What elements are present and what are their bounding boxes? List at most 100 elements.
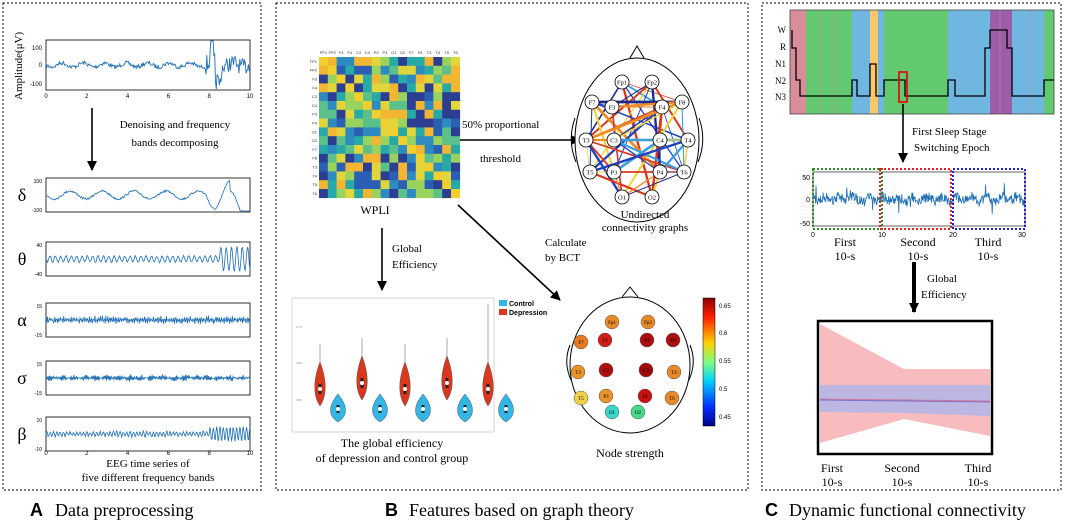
matrix-cell: [336, 127, 346, 137]
matrix-cell: [442, 180, 452, 190]
matrix-cell: [380, 92, 390, 102]
matrix-cell: [345, 127, 355, 137]
matrix-cell: [345, 101, 355, 111]
matrix-cell: [354, 83, 364, 93]
matrix-cell: [415, 153, 425, 163]
graph-node: [606, 164, 622, 180]
amplitude-axis-label: Amplitude(μV): [13, 31, 25, 100]
matrix-cell: [407, 136, 417, 146]
panel-c-letter: C: [765, 500, 778, 520]
matrix-cell: [327, 180, 337, 190]
matrix-cell: [327, 65, 337, 75]
matrix-cell: [433, 101, 443, 111]
matrix-cell: [398, 189, 408, 199]
strength-node-label: C4: [643, 369, 649, 374]
matrix-cell: [327, 118, 337, 128]
matrix-cell: [442, 189, 452, 199]
epoch-ytick-top: 50: [802, 175, 810, 182]
matrix-cell: [319, 65, 329, 75]
panel-a-frame: [2, 2, 262, 491]
matrix-cell: [424, 127, 434, 137]
matrix-cell: [327, 74, 337, 84]
strength-node: [664, 390, 680, 406]
strength-node-label: P3: [603, 395, 609, 400]
graph-edge: [621, 171, 661, 198]
violin-median: [378, 407, 382, 411]
graph-node-label: Fp1: [617, 80, 627, 87]
matrix-cell: [407, 57, 417, 67]
band-symbol: θ: [18, 249, 27, 269]
matrix-cell: [319, 74, 329, 84]
epoch-xtick-20: 20: [949, 232, 957, 239]
matrix-cell: [424, 109, 434, 119]
matrix-cell: [319, 83, 329, 93]
bottom-xtick-10: 10: [247, 451, 254, 457]
matrix-cell: [433, 153, 443, 163]
matrix-row-label: FP2: [310, 68, 318, 73]
panel-c: W R N1 N2 N3 First Sleep Stage Switching…: [775, 9, 1055, 489]
matrix-cell: [345, 57, 355, 67]
graph-edge: [613, 138, 685, 174]
strength-node-label: P4: [642, 395, 648, 400]
matrix-cell: [319, 180, 329, 190]
raw-ytick-bot: -100: [30, 82, 43, 88]
matrix-cell: [424, 101, 434, 111]
matrix-cell: [354, 92, 364, 102]
matrix-col-label: P3: [374, 50, 380, 55]
matrix-cell: [380, 189, 390, 199]
matrix-cell: [371, 180, 381, 190]
matrix-cell: [389, 83, 399, 93]
matrix-cell: [354, 57, 364, 67]
raw-xtick-10: 10: [247, 94, 254, 100]
matrix-cell: [433, 109, 443, 119]
matrix-cell: [327, 189, 337, 199]
matrix-cell: [442, 162, 452, 172]
strength-node: [639, 332, 655, 348]
stage-band: [790, 10, 806, 114]
matrix-cell: [354, 101, 364, 111]
matrix-cell: [336, 189, 346, 199]
graph-node-label: P3: [611, 170, 618, 177]
matrix-cell: [415, 118, 425, 128]
matrix-col-label: FP2: [329, 50, 337, 55]
raw-xtick-4: 4: [126, 94, 130, 100]
strength-node: [598, 362, 614, 378]
stage-band: [852, 10, 870, 114]
strength-node: [630, 404, 646, 420]
matrix-cell: [451, 171, 461, 181]
matrix-cell: [451, 189, 461, 199]
dyn-second-l2: 10-s: [892, 475, 913, 489]
matrix-cell: [319, 136, 329, 146]
matrix-cell: [433, 74, 443, 84]
graph-node: [614, 74, 630, 90]
violin-median: [486, 387, 490, 391]
graph-node: [582, 164, 598, 180]
matrix-cell: [336, 171, 346, 181]
matrix-cell: [424, 145, 434, 155]
graph-edge: [590, 101, 616, 173]
matrix-cell: [363, 180, 373, 190]
matrix-cell: [380, 83, 390, 93]
window-first-l1: First: [834, 235, 857, 249]
violin-median: [445, 381, 449, 385]
matrix-cell: [424, 65, 434, 75]
matrix-cell: [345, 118, 355, 128]
graph-edge: [585, 81, 623, 141]
violin-ytick-3: 0.65: [296, 398, 302, 402]
matrix-cell: [389, 101, 399, 111]
band-trace: [46, 374, 251, 382]
matrix-cell: [424, 74, 434, 84]
colorbar-tick-4: 0.5: [719, 387, 728, 393]
matrix-col-label: C4: [365, 50, 371, 55]
matrix-cell: [363, 162, 373, 172]
matrix-cell: [433, 180, 443, 190]
matrix-cell: [363, 57, 373, 67]
strength-node: [666, 364, 682, 380]
matrix-cell: [442, 101, 452, 111]
stage-band: [884, 10, 948, 114]
matrix-cell: [451, 57, 461, 67]
stage-band: [948, 10, 990, 114]
matrix-cell: [363, 145, 373, 155]
strength-node-label: T4: [671, 371, 677, 376]
window-third-box: [952, 168, 1026, 230]
